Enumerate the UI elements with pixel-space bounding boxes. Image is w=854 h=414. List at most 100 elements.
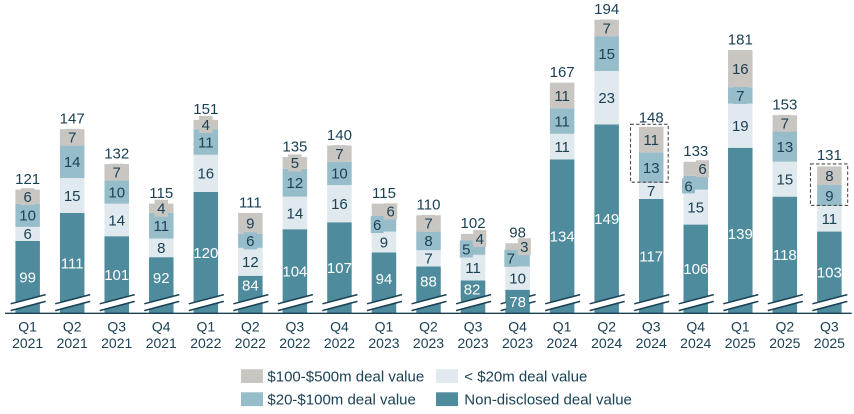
svg-text:82: 82 [464, 281, 481, 298]
svg-text:140: 140 [327, 127, 352, 144]
svg-text:151: 151 [193, 101, 218, 118]
svg-text:6: 6 [698, 161, 706, 178]
svg-text:23: 23 [598, 90, 615, 107]
svg-text:15: 15 [64, 188, 81, 205]
svg-text:2025: 2025 [814, 335, 845, 351]
svg-text:167: 167 [550, 64, 575, 81]
svg-text:12: 12 [287, 175, 304, 192]
svg-text:78: 78 [509, 294, 526, 311]
svg-text:6: 6 [387, 204, 395, 221]
svg-text:7: 7 [113, 165, 121, 182]
svg-text:2022: 2022 [190, 335, 221, 351]
svg-text:147: 147 [60, 110, 85, 127]
svg-text:11: 11 [465, 260, 481, 277]
svg-text:181: 181 [728, 31, 753, 48]
svg-text:139: 139 [728, 226, 753, 243]
svg-text:2022: 2022 [235, 335, 266, 351]
svg-text:98: 98 [509, 225, 526, 242]
svg-text:104: 104 [282, 263, 307, 280]
svg-text:7: 7 [736, 88, 744, 105]
svg-text:121: 121 [15, 171, 40, 188]
svg-text:111: 111 [239, 194, 262, 211]
svg-text:Q4: Q4 [330, 319, 349, 335]
svg-text:Non-disclosed deal value: Non-disclosed deal value [464, 392, 632, 409]
svg-text:103: 103 [817, 265, 842, 282]
svg-text:7: 7 [68, 130, 76, 147]
svg-text:2025: 2025 [769, 335, 800, 351]
svg-text:4: 4 [157, 201, 165, 218]
svg-text:115: 115 [372, 185, 396, 202]
svg-text:102: 102 [461, 215, 486, 232]
svg-text:4: 4 [476, 231, 484, 248]
svg-text:2022: 2022 [279, 335, 310, 351]
svg-text:Q3: Q3 [820, 319, 839, 335]
svg-text:2024: 2024 [680, 335, 711, 351]
svg-text:133: 133 [683, 143, 708, 160]
svg-text:2021: 2021 [101, 335, 132, 351]
svg-text:8: 8 [825, 168, 833, 185]
svg-text:2023: 2023 [502, 335, 533, 351]
svg-text:2025: 2025 [725, 335, 756, 351]
svg-text:< $20m deal value: < $20m deal value [464, 369, 587, 386]
svg-text:132: 132 [104, 145, 129, 162]
svg-text:6: 6 [373, 217, 381, 234]
svg-text:2023: 2023 [368, 335, 399, 351]
svg-text:9: 9 [825, 188, 833, 205]
svg-text:7: 7 [335, 146, 343, 163]
svg-text:194: 194 [594, 1, 619, 18]
svg-text:14: 14 [108, 212, 125, 229]
svg-text:11: 11 [643, 132, 659, 149]
svg-text:16: 16 [732, 61, 749, 78]
svg-text:153: 153 [772, 97, 797, 114]
svg-text:7: 7 [602, 20, 610, 37]
svg-text:3: 3 [520, 239, 528, 256]
svg-text:7: 7 [424, 251, 432, 268]
svg-text:2021: 2021 [57, 335, 88, 351]
svg-text:88: 88 [420, 273, 437, 290]
svg-text:13: 13 [643, 160, 660, 177]
svg-text:106: 106 [683, 261, 708, 278]
svg-text:7: 7 [647, 183, 655, 200]
svg-text:Q1: Q1 [196, 319, 215, 335]
svg-text:117: 117 [639, 248, 663, 265]
svg-text:148: 148 [639, 110, 664, 127]
svg-text:111: 111 [61, 255, 84, 272]
svg-text:107: 107 [327, 260, 352, 277]
svg-text:8: 8 [424, 233, 432, 250]
svg-text:4: 4 [202, 117, 210, 134]
svg-text:92: 92 [153, 270, 170, 287]
svg-text:120: 120 [193, 245, 218, 262]
svg-text:13: 13 [776, 139, 793, 156]
svg-text:84: 84 [242, 278, 259, 295]
svg-text:7: 7 [781, 116, 789, 133]
svg-text:9: 9 [246, 216, 254, 233]
svg-text:Q2: Q2 [775, 319, 794, 335]
svg-text:9: 9 [380, 234, 388, 251]
svg-text:Q1: Q1 [18, 319, 37, 335]
svg-text:$20-$100m deal value: $20-$100m deal value [267, 392, 415, 409]
svg-text:16: 16 [197, 166, 214, 183]
svg-text:94: 94 [376, 271, 393, 288]
svg-text:2022: 2022 [324, 335, 355, 351]
svg-text:Q4: Q4 [152, 319, 171, 335]
svg-text:Q2: Q2 [419, 319, 438, 335]
svg-text:14: 14 [287, 205, 304, 222]
svg-text:19: 19 [732, 118, 749, 135]
svg-text:Q3: Q3 [286, 319, 305, 335]
svg-text:131: 131 [817, 147, 842, 164]
svg-text:11: 11 [822, 211, 838, 228]
svg-text:Q4: Q4 [508, 319, 527, 335]
svg-text:15: 15 [776, 172, 793, 189]
svg-text:15: 15 [598, 46, 615, 63]
svg-text:99: 99 [19, 269, 36, 286]
svg-text:134: 134 [550, 229, 575, 246]
svg-text:Q1: Q1 [375, 319, 394, 335]
svg-text:15: 15 [687, 199, 704, 216]
svg-text:110: 110 [417, 197, 441, 214]
svg-text:$100-$500m deal value: $100-$500m deal value [267, 369, 424, 386]
svg-text:2021: 2021 [12, 335, 43, 351]
svg-text:2023: 2023 [413, 335, 444, 351]
svg-text:Q3: Q3 [107, 319, 126, 335]
svg-text:7: 7 [507, 251, 515, 268]
svg-text:8: 8 [157, 240, 165, 257]
